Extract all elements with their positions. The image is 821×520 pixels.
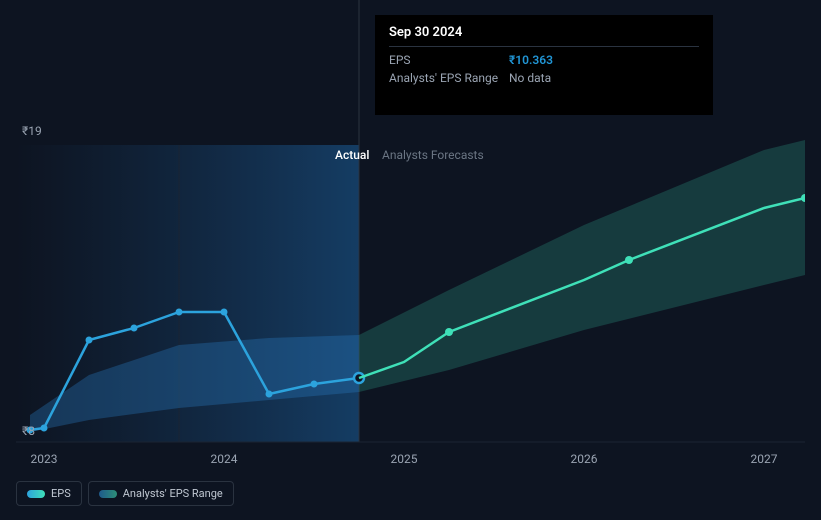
legend-item-eps[interactable]: EPS [16,481,82,506]
tooltip-row-eps: EPS ₹10.363 [389,51,699,69]
chart-tooltip: Sep 30 2024 EPS ₹10.363 Analysts' EPS Ra… [375,15,713,115]
xaxis-tick: 2027 [751,452,778,466]
xaxis-tick: 2023 [31,452,58,466]
legend-item-range[interactable]: Analysts' EPS Range [88,481,234,506]
tooltip-row-range: Analysts' EPS Range No data [389,69,699,87]
eps-chart: ₹19 ₹8 Actual Analysts Forecasts 2023 20… [16,0,805,520]
legend-label: EPS [51,487,71,500]
legend-swatch-icon [99,490,117,498]
tooltip-label: Analysts' EPS Range [389,71,509,85]
tooltip-date: Sep 30 2024 [389,25,699,47]
legend-swatch-icon [27,490,45,498]
section-label-actual: Actual [335,148,369,162]
section-label-forecast: Analysts Forecasts [382,148,484,162]
yaxis-label-top: ₹19 [22,124,42,138]
xaxis-tick: 2025 [391,452,418,466]
tooltip-label: EPS [389,53,509,67]
tooltip-value-range: No data [509,71,551,85]
eps-range-forecast [359,140,805,392]
legend-label: Analysts' EPS Range [123,487,223,500]
tooltip-value-eps: ₹10.363 [509,53,553,67]
yaxis-label-bottom: ₹8 [22,424,35,438]
xaxis-tick: 2026 [571,452,598,466]
xaxis-tick: 2024 [211,452,238,466]
chart-legend: EPS Analysts' EPS Range [16,481,234,506]
